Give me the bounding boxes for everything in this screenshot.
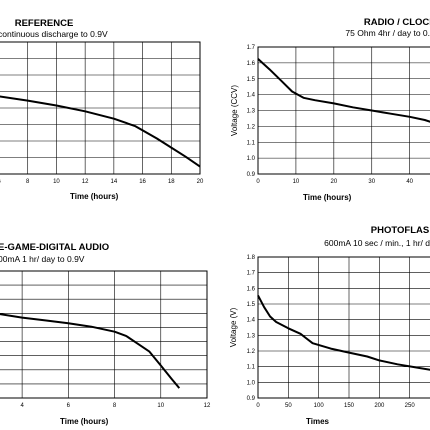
chart-3-x-tick-label: 12: [204, 403, 211, 409]
chart-3-x-tick-label: 8: [113, 403, 117, 409]
chart-2-x-tick-label: 10: [293, 179, 300, 185]
chart-4-x-axis-label: Times: [306, 417, 330, 426]
chart-3-plot-frame: [0, 270, 208, 399]
chart-2-series-line: [257, 58, 430, 123]
chart-1-x-tick-label: 16: [139, 179, 146, 185]
chart-2-y-tick-label: 1.3: [247, 109, 256, 115]
chart-1-x-tick-label: 12: [82, 179, 89, 185]
chart-2-y-tick-label: 1.4: [247, 93, 256, 99]
chart-2-title: RADIO / CLOCK: [364, 17, 430, 28]
chart-2-y-tick-label: 1.5: [247, 77, 256, 83]
chart-4-y-tick-label: 1.6: [247, 286, 256, 292]
chart-1-x-tick-label: 18: [168, 179, 175, 185]
chart-2-y-tick-label: 0.9: [247, 172, 256, 178]
chart-2-plot-frame: [257, 46, 430, 175]
chart-4-x-tick-label: 250: [405, 403, 416, 409]
chart-4-x-tick-label: 0: [256, 403, 260, 409]
chart-1-x-tick-label: 20: [197, 179, 204, 185]
chart-4-y-tick-label: 0.9: [247, 396, 256, 402]
chart-3-series-line: [0, 313, 181, 389]
chart-4-y-tick-label: 1.4: [247, 318, 256, 324]
chart-4-x-tick-label: 100: [314, 403, 325, 409]
chart-4-y-tick-label: 1.2: [247, 349, 256, 355]
chart-3-x-tick-label: 10: [157, 403, 164, 409]
chart-2-y-tick-label: 1.0: [247, 156, 256, 162]
chart-4-x-tick-label: 50: [285, 403, 292, 409]
chart-3-title: E-GAME-DIGITAL AUDIO: [0, 242, 109, 253]
chart-2-y-tick-label: 1.1: [247, 140, 256, 146]
chart-4-x-tick-label: 200: [374, 403, 385, 409]
chart-4-series-line: [257, 294, 430, 371]
chart-4-title: PHOTOFLAS: [371, 225, 429, 236]
chart-2-x-tick-label: 20: [330, 179, 337, 185]
chart-4-y-tick-label: 1.8: [247, 255, 256, 261]
chart-4-y-tick-label: 1.0: [247, 380, 256, 386]
chart-2-y-tick-label: 1.2: [247, 124, 256, 130]
chart-2-x-tick-label: 0: [256, 179, 260, 185]
chart-4-plot-frame: [257, 256, 430, 399]
chart-3-x-tick-label: 6: [67, 403, 71, 409]
chart-4-y-tick-label: 1.3: [247, 333, 256, 339]
chart-2-y-tick-label: 1.6: [247, 61, 256, 67]
chart-1-x-tick-label: 6: [0, 179, 1, 185]
chart-4-y-tick-label: 1.7: [247, 271, 256, 277]
chart-3-x-tick-label: 4: [20, 403, 24, 409]
chart-4-y-tick-label: 1.5: [247, 302, 256, 308]
chart-1-series-line: [0, 95, 201, 168]
chart-1-plot-frame: [0, 41, 201, 175]
chart-1-title: REFERENCE: [15, 18, 74, 29]
chart-1-x-axis-label: Time (hours): [70, 192, 119, 201]
chart-2-x-tick-label: 40: [406, 179, 413, 185]
chart-3-subtitle: 00mA 1 hr/ day to 0.9V: [0, 254, 85, 264]
chart-2-x-tick-label: 30: [368, 179, 375, 185]
chart-2-subtitle: 75 Ohm 4hr / day to 0.: [345, 28, 430, 38]
chart-1-x-tick-label: 10: [53, 179, 60, 185]
chart-4-subtitle: 600mA 10 sec / min., 1 hr/ d: [324, 238, 430, 248]
chart-4-x-tick-label: 150: [344, 403, 355, 409]
chart-1-subtitle: continuous discharge to 0.9V: [0, 29, 108, 39]
chart-2-x-axis-label: Time (hours): [303, 193, 352, 202]
chart-3-x-axis-label: Time (hours): [60, 417, 109, 426]
chart-2-y-tick-label: 1.7: [247, 45, 256, 51]
chart-1-x-tick-label: 8: [26, 179, 30, 185]
chart-1-x-tick-label: 14: [111, 179, 118, 185]
chart-4-y-axis-label: Voltage (V): [229, 307, 238, 347]
chart-2-y-axis-label: Voltage (CCV): [230, 85, 239, 136]
chart-4-y-tick-label: 1.1: [247, 365, 256, 371]
